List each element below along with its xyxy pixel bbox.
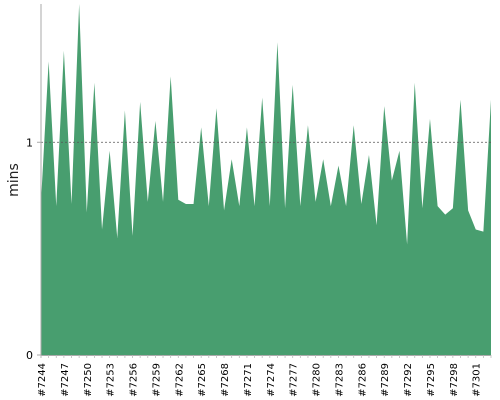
y-tick-label: 0	[26, 349, 33, 362]
y-axis-title: mins	[6, 163, 22, 197]
x-tick-label: #7268	[220, 363, 231, 397]
x-tick-layer: #7244 #7247 #7250 #7253 #7256 #7259 #7262 #7265…	[37, 355, 492, 397]
y-tick-label: 1	[26, 136, 33, 149]
x-tick-label: #7280	[312, 363, 323, 397]
x-tick-label: #7250	[83, 363, 94, 397]
x-tick-label: #7247	[60, 363, 71, 397]
x-tick-label: #7262	[174, 363, 185, 397]
x-tick-label: #7295	[426, 363, 437, 397]
x-tick-label: #7253	[106, 363, 117, 397]
x-tick-label: #7283	[334, 363, 345, 397]
x-tick-label: #7274	[266, 363, 277, 397]
x-tick-label: #7286	[357, 363, 368, 397]
axis-layer	[40, 4, 491, 358]
x-tick-label: #7271	[243, 363, 254, 397]
x-tick-label: #7277	[289, 363, 300, 397]
x-tick-label: #7259	[151, 363, 162, 397]
y-tick-layer: 01	[26, 136, 41, 362]
area-series	[41, 4, 491, 355]
x-tick-label: #7244	[37, 363, 48, 397]
x-tick-label: #7301	[472, 363, 483, 397]
area-layer	[41, 4, 491, 355]
x-tick-label: #7256	[129, 363, 140, 397]
x-tick-label: #7265	[197, 363, 208, 397]
x-tick-label: #7292	[403, 363, 414, 397]
x-tick-label: #7289	[380, 363, 391, 397]
x-tick-label: #7298	[449, 363, 460, 397]
